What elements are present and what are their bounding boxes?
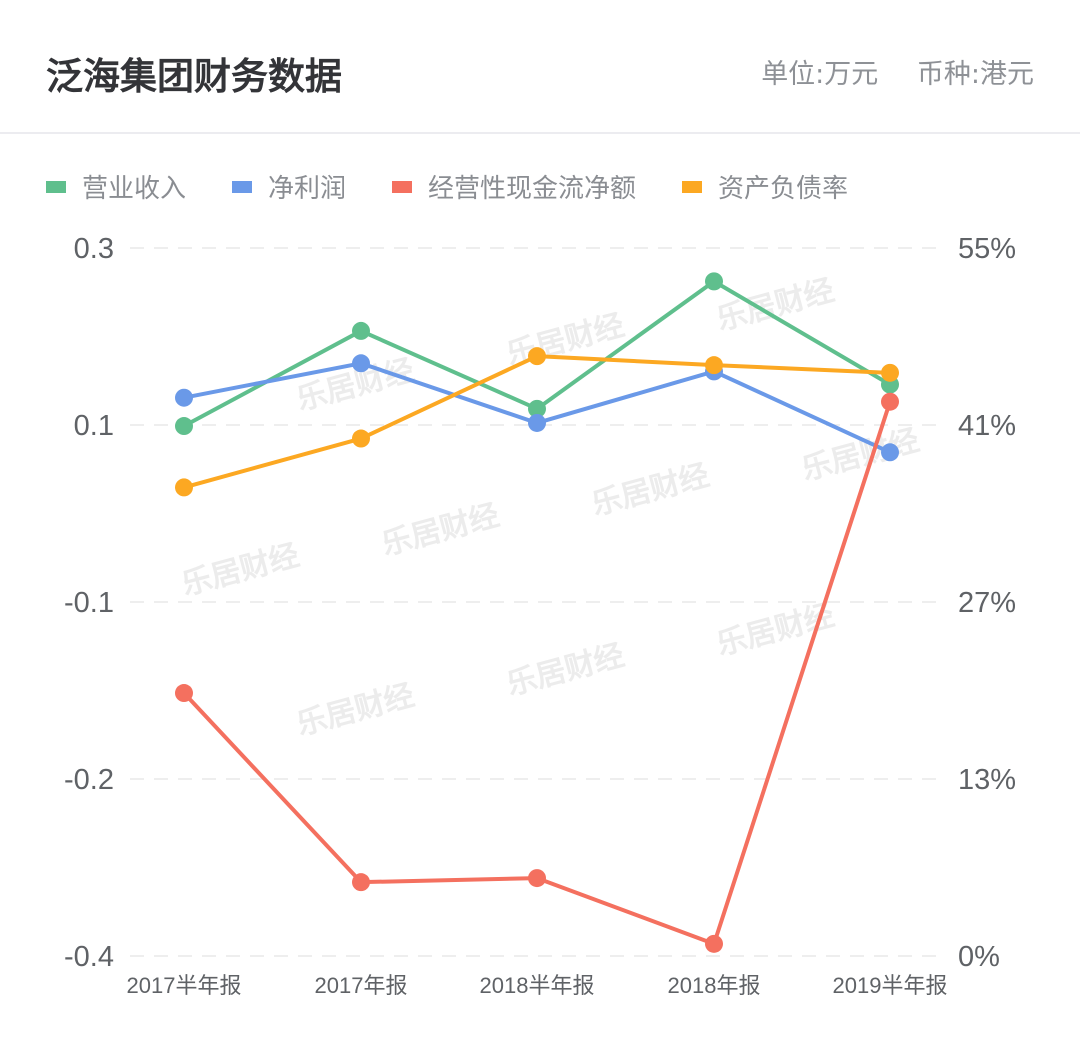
- x-axis-tick: 2019半年报: [833, 973, 948, 998]
- legend-item-net-profit[interactable]: 净利润: [232, 168, 346, 205]
- right-axis-tick: 41%: [958, 410, 1016, 442]
- x-axis-tick: 2017半年报: [127, 973, 242, 998]
- legend-item-operating-cashflow[interactable]: 经营性现金流净额: [392, 168, 636, 205]
- watermark-text: 乐居财经: [713, 273, 838, 338]
- data-point[interactable]: [705, 934, 723, 953]
- right-axis-tick: 55%: [958, 233, 1016, 265]
- currency-label: 币种:港元: [916, 59, 1034, 90]
- left-axis: 0.3 0.1 -0.1 -0.2 -0.4: [64, 233, 114, 973]
- legend-label: 净利润: [268, 174, 347, 204]
- data-point[interactable]: [528, 399, 546, 418]
- data-point[interactable]: [881, 392, 899, 411]
- series-layer: [175, 272, 899, 953]
- series-line: [175, 392, 899, 953]
- x-axis: 2017半年报 2017年报 2018半年报 2018年报 2019半年报: [127, 973, 948, 998]
- watermark-text: 乐居财经: [378, 498, 503, 563]
- legend-swatch-icon: [682, 180, 703, 193]
- data-point[interactable]: [705, 356, 723, 375]
- data-point[interactable]: [175, 684, 193, 703]
- legend-label: 资产负债率: [718, 174, 849, 204]
- data-point[interactable]: [175, 417, 193, 436]
- data-point[interactable]: [352, 873, 370, 892]
- legend-item-debt-ratio[interactable]: 资产负债率: [682, 168, 848, 205]
- data-point[interactable]: [352, 354, 370, 373]
- legend-label: 经营性现金流净额: [428, 174, 637, 204]
- x-axis-tick: 2018半年报: [480, 973, 595, 998]
- page-title: 泛海集团财务数据: [46, 55, 342, 98]
- watermark-text: 乐居财经: [503, 638, 628, 703]
- data-point[interactable]: [352, 429, 370, 448]
- watermark-text: 乐居财经: [178, 538, 303, 603]
- right-axis: 55% 41% 27% 13% 0%: [958, 233, 1016, 973]
- watermark-text: 乐居财经: [588, 458, 713, 523]
- series-line: [175, 347, 899, 497]
- data-point[interactable]: [705, 272, 723, 291]
- chart-legend: 营业收入 净利润 经营性现金流净额 资产负债率: [46, 168, 894, 205]
- right-axis-tick: 27%: [958, 587, 1016, 619]
- chart-meta: 单位:万元 币种:港元: [731, 52, 1034, 91]
- legend-swatch-icon: [46, 180, 66, 193]
- unit-label: 单位:万元: [761, 59, 879, 90]
- left-axis-tick: -0.1: [64, 587, 114, 619]
- data-point[interactable]: [528, 413, 546, 432]
- left-axis-tick: -0.4: [64, 941, 114, 973]
- data-point[interactable]: [881, 443, 899, 462]
- data-point[interactable]: [175, 388, 193, 407]
- watermark-text: 乐居财经: [798, 423, 923, 488]
- watermark-text: 乐居财经: [293, 678, 418, 743]
- data-point[interactable]: [881, 363, 899, 382]
- legend-label: 营业收入: [82, 174, 187, 204]
- watermark-text: 乐居财经: [713, 598, 838, 663]
- legend-swatch-icon: [232, 180, 253, 193]
- right-axis-tick: 0%: [958, 941, 1000, 973]
- legend-item-revenue[interactable]: 营业收入: [46, 168, 186, 205]
- data-point[interactable]: [175, 478, 193, 497]
- legend-swatch-icon: [392, 180, 413, 193]
- left-axis-tick: 0.3: [74, 233, 114, 265]
- x-axis-tick: 2018年报: [668, 973, 761, 998]
- data-point[interactable]: [528, 869, 546, 888]
- data-point[interactable]: [352, 321, 370, 340]
- data-point[interactable]: [528, 347, 546, 366]
- chart-header: 泛海集团财务数据 单位:万元 币种:港元: [0, 0, 1080, 134]
- left-axis-tick: 0.1: [74, 410, 114, 442]
- x-axis-tick: 2017年报: [315, 973, 408, 998]
- left-axis-tick: -0.2: [64, 764, 114, 796]
- right-axis-tick: 13%: [958, 764, 1016, 796]
